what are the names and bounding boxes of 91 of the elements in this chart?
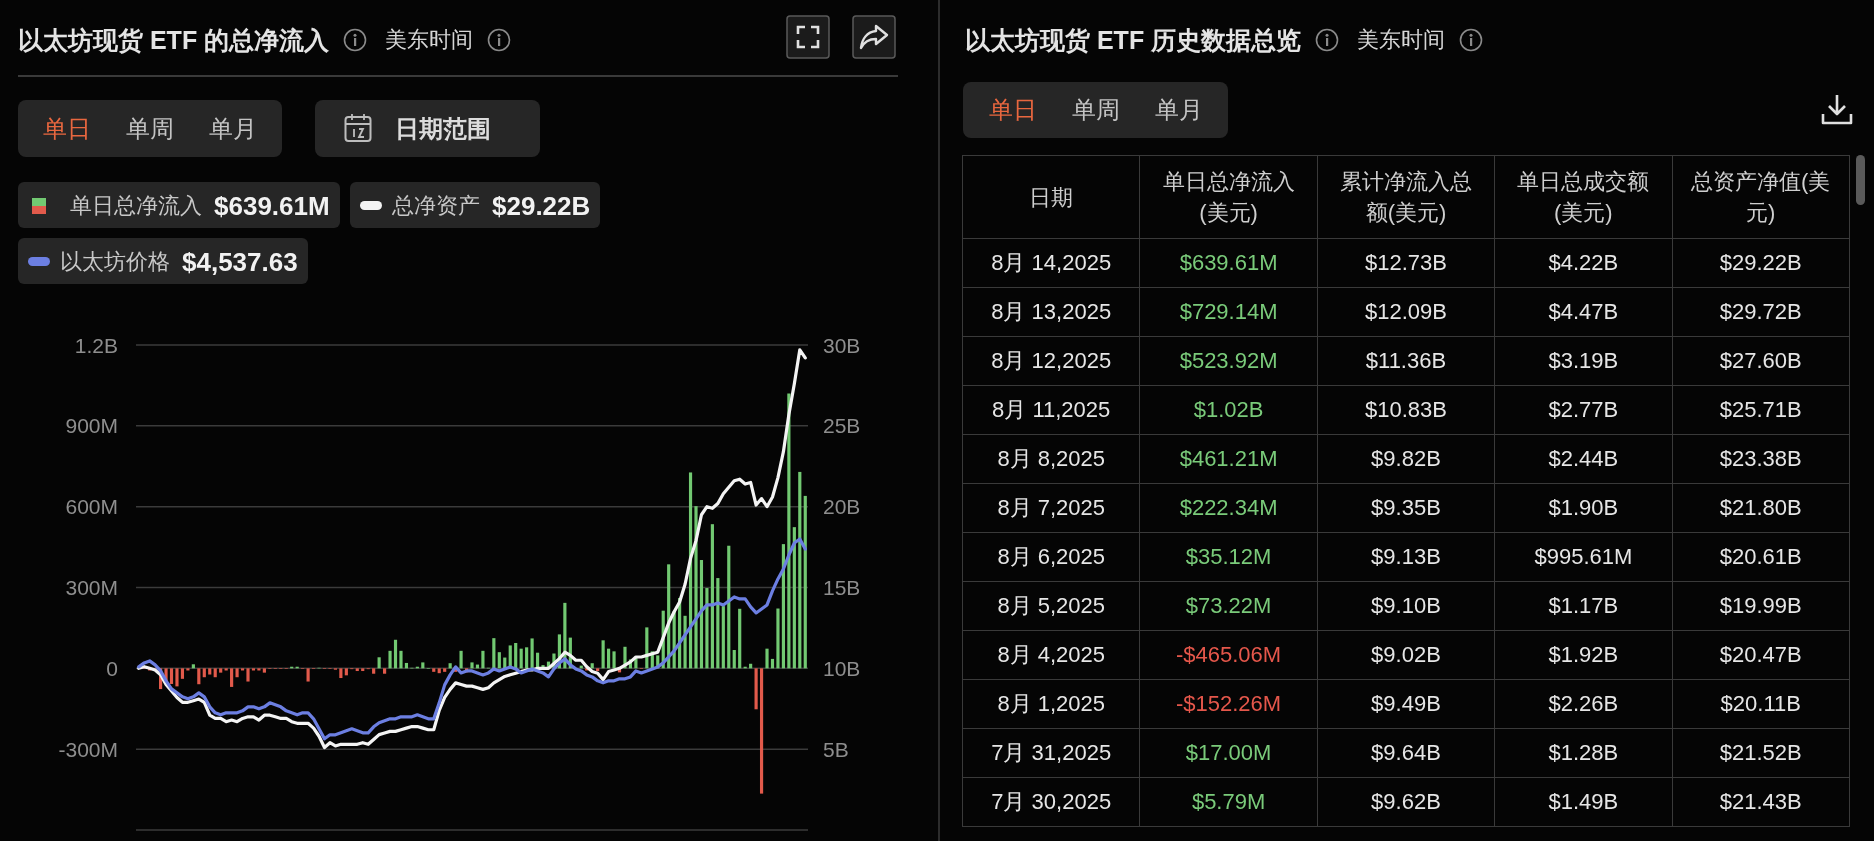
text: 单周 [1071, 95, 1120, 125]
text: $27.60B [1719, 348, 1802, 373]
y-tick-label: 300M [65, 576, 118, 599]
text: $4.47B [1548, 299, 1619, 324]
category-label: 单日总成交额(美元) [1494, 155, 1673, 239]
text: -$465.06M [1175, 642, 1282, 667]
text: $9.49B [1371, 691, 1441, 716]
text: $1.92B [1548, 642, 1619, 667]
text: $729.14M [1179, 299, 1278, 324]
text: 8月 4,2025 [997, 642, 1106, 667]
text: $9.35B [1371, 495, 1441, 520]
text: $1.90B [1548, 495, 1619, 520]
text: $35.12M [1185, 544, 1272, 569]
text: $523.92M [1179, 348, 1278, 373]
text: 日期范围 [395, 114, 491, 144]
text: 美东时间 [1357, 26, 1445, 54]
category-label: 累计净流入总额(美元) [1317, 155, 1495, 239]
text: 8月 5,2025 [997, 593, 1106, 618]
y2-tick-label: 5B [823, 737, 849, 761]
y-tick-label: 0 [106, 656, 118, 680]
text: $461.21M [1179, 446, 1278, 471]
text: $23.38B [1719, 446, 1802, 471]
text: 单月 [1154, 95, 1203, 125]
chart-subtitle: 美东时间 [385, 26, 473, 54]
text: $9.62B [1371, 789, 1441, 814]
text: 7月 30,2025 [991, 789, 1112, 814]
text: -$152.26M [1175, 691, 1282, 716]
text: $9.02B [1371, 642, 1441, 667]
text: $10.83B [1364, 397, 1447, 422]
y2-tick-label: 15B [823, 576, 861, 599]
text: $21.43B [1719, 789, 1802, 814]
text: $12.09B [1364, 299, 1447, 324]
text: $4.22B [1548, 250, 1619, 275]
text: $20.47B [1719, 642, 1802, 667]
category-label: 日期 [962, 155, 1140, 239]
text: $2.77B [1548, 397, 1619, 422]
text: $639.61M [1179, 250, 1278, 275]
text: $9.13B [1371, 544, 1441, 569]
text: $1.02B [1193, 397, 1264, 422]
text: 7月 31,2025 [991, 740, 1112, 765]
text: $1.28B [1548, 740, 1619, 765]
text: $73.22M [1185, 593, 1272, 618]
text: $3.19B [1548, 348, 1619, 373]
text: 单日 [43, 113, 92, 144]
text: 单日 [988, 95, 1037, 125]
text: 8月 13,2025 [991, 299, 1112, 324]
text: 8月 1,2025 [997, 691, 1106, 716]
text: $21.52B [1719, 740, 1802, 765]
y-tick-label: 600M [65, 495, 118, 519]
y2-tick-label: 10B [823, 656, 861, 680]
y-tick-label: -300M [58, 737, 118, 761]
text: 8月 6,2025 [997, 544, 1106, 569]
legend-label: 以太坊价格 $4,537.63 [60, 246, 298, 277]
text: 8月 8,2025 [997, 446, 1106, 471]
legend-label: 总净资产 $29.22B [392, 190, 591, 221]
text: $25.71B [1719, 397, 1802, 422]
text: $995.61M [1534, 544, 1633, 569]
text: $222.34M [1179, 495, 1278, 520]
text: $19.99B [1719, 593, 1802, 618]
y2-tick-label: 20B [823, 495, 861, 519]
y2-tick-label: 30B [823, 333, 861, 357]
text: $9.64B [1371, 740, 1441, 765]
text: $12.73B [1364, 250, 1447, 275]
text: $20.61B [1719, 544, 1802, 569]
chart-title: 以太坊现货 ETF 的总净流入 [18, 25, 330, 56]
legend-label: 单日总净流入 $639.61M [70, 190, 330, 221]
text: $9.10B [1371, 593, 1441, 618]
text: 8月 11,2025 [992, 397, 1111, 422]
text: $21.80B [1719, 495, 1802, 520]
text: 以太坊现货 ETF 历史数据总览 [965, 25, 1302, 56]
text: 单周 [126, 113, 174, 144]
text: $2.26B [1548, 691, 1619, 716]
text: $29.72B [1719, 299, 1802, 324]
text: $1.49B [1548, 789, 1619, 814]
text: $29.22B [1719, 250, 1802, 275]
text: $11.36B [1365, 348, 1447, 373]
text: 8月 14,2025 [991, 250, 1112, 275]
text: $2.44B [1548, 446, 1619, 471]
text: $1.17B [1548, 593, 1619, 618]
text: $20.11B [1720, 691, 1801, 716]
text: 单月 [208, 113, 257, 144]
text: $9.82B [1371, 446, 1441, 471]
category-label: 总资产净值(美元) [1672, 155, 1850, 239]
category-label: 单日总净流入(美元) [1139, 155, 1318, 239]
y-tick-label: 1.2B [74, 333, 118, 357]
text: 8月 7,2025 [997, 495, 1106, 520]
y-tick-label: 900M [65, 414, 118, 438]
y2-tick-label: 25B [823, 414, 861, 438]
text: $5.79M [1191, 789, 1266, 814]
text: 8月 12,2025 [991, 348, 1112, 373]
text: $17.00M [1185, 740, 1272, 765]
